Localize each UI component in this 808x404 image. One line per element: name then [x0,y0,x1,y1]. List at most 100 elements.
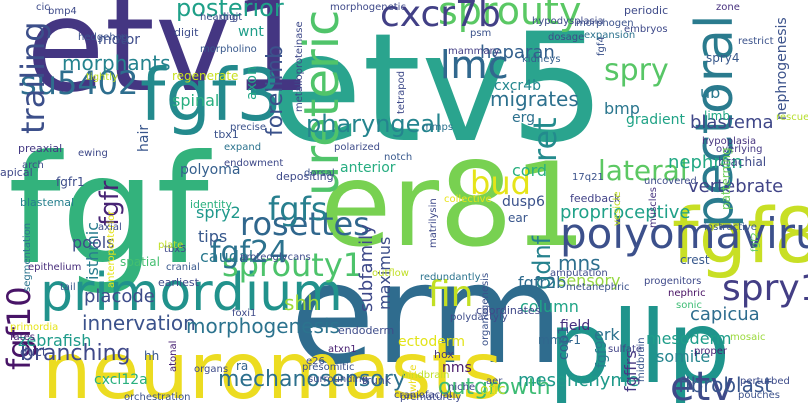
cloud-word: white [408,365,419,392]
cloud-word: apical [0,166,33,179]
cloud-word: notch [384,152,412,163]
cloud-word: uncovered [644,176,697,187]
cloud-word: fgf24 [210,235,288,270]
cloud-word: spry [604,53,669,88]
cloud-word: expansion [584,30,635,41]
cloud-word: brachial [718,155,766,169]
cloud-word: bud [470,164,531,202]
cloud-word: lmc [440,43,508,87]
cloud-word: crest [680,253,710,267]
cloud-word: spatial [120,255,160,269]
cloud-word: wnt [238,24,264,40]
cloud-word: gradient [626,112,685,128]
cloud-word: sonic [676,300,702,311]
cloud-word: su5402 [20,64,138,102]
cloud-word: spry4 [706,51,740,65]
cloud-word: e26 [306,356,325,367]
cloud-word: somite [656,347,710,366]
cloud-word: fates [10,332,35,343]
cloud-word: bmp [604,99,640,118]
cloud-word: mns [558,251,601,275]
cloud-word: mechanosensory [218,367,406,392]
cloud-word: trunk [362,374,392,387]
cloud-word: precise [230,122,266,133]
cloud-word: depositing [276,170,334,183]
cloud-word: digit [174,26,199,39]
cloud-word: erm [290,234,564,395]
cloud-word: kidneys [522,54,561,65]
cloud-word: muscles [648,187,659,228]
cloud-word: pllp [548,289,731,404]
cloud-word: fgf2 [750,232,761,252]
cloud-word: metanephric [566,282,630,293]
cloud-word: bmp4 [48,6,77,17]
cloud-word: dorsal [304,168,335,179]
cloud-word: fgfr1 [56,175,85,189]
cloud-word: primordium [40,263,343,323]
cloud-word: isthmic [83,222,102,280]
cloud-word: endoderm [338,324,394,337]
cloud-word: fgf10 [0,286,38,370]
cloud-word: dusp6 [502,194,545,210]
cloud-word: axial [98,222,122,233]
cloud-word: mmp-1 [538,333,581,347]
cloud-word: primordia [10,322,58,333]
cloud-word: fin [428,274,474,315]
cloud-word: ret [526,117,564,162]
cloud-word: fgf8 [672,191,808,280]
cloud-word: cord [512,161,547,180]
cloud-word: fgf3 [140,53,282,137]
cloud-word: gdnf [528,235,556,290]
cloud-word: tbx1 [214,128,239,141]
cloud-word: hair [136,125,152,152]
cloud-word: mesenchyme [518,370,639,391]
cloud-word: outflow [372,268,409,279]
cloud-word: atonal [168,341,179,372]
cloud-word: segmentation [22,223,33,292]
cloud-word: earliest [158,276,200,289]
cloud-word: hox [434,348,454,361]
cloud-word: morphogenetic [330,2,406,13]
cloud-word: polydactyly [450,312,508,323]
cloud-word: fgf [8,124,212,298]
cloud-word: fibroblast [678,373,772,397]
cloud-word: fgf9 [594,340,610,368]
cloud-word: sprouty [438,0,581,33]
cloud-word: column [520,297,579,316]
cloud-word: pharyngeal [306,110,442,138]
cloud-word: fgfr2b [518,273,566,292]
cloud-word: rosettes [240,205,370,243]
cloud-word: mesoderm [646,329,731,348]
cloud-word: embryos [624,24,668,35]
cloud-word: spinal [172,91,219,110]
cloud-word: ub [700,83,720,102]
cloud-word: neuromasts [42,327,503,404]
cloud-word: etv1 [26,0,312,121]
cloud-word: regenerate [172,69,238,83]
cloud-word: heparan [480,42,555,63]
cloud-word: identity [190,198,232,211]
cloud-word: proteoglycans [240,252,311,263]
cloud-word: nephron [668,152,743,173]
cloud-word: cic [36,2,50,13]
cloud-word: collective [444,194,492,205]
cloud-word: proper [694,346,728,357]
cloud-word: tips [198,227,227,246]
cloud-word: periodic [624,4,668,17]
cloud-word: hearing [200,12,238,23]
cloud-word: hedgehog [78,32,128,43]
cloud-word: foxi1 [232,308,256,319]
cloud-word: organs [194,364,228,375]
cloud-word: surrounding [308,374,368,385]
cloud-word: orchestration [124,392,191,403]
cloud-word: dosage [548,32,584,43]
cloud-word: otic [480,382,506,398]
cloud-word: hypodysplasia [532,16,604,27]
cloud-word: atxn1 [328,344,357,355]
cloud-word: pouches [738,390,780,401]
cloud-word: organogenesis [480,273,491,346]
cloud-word: sprouty1 [222,246,363,284]
cloud-word: erk [594,325,620,344]
cloud-word: matrilysin [428,198,439,248]
